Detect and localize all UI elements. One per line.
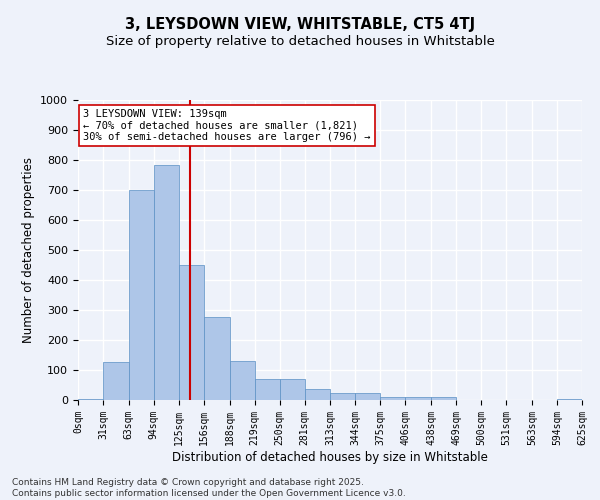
Text: 3, LEYSDOWN VIEW, WHITSTABLE, CT5 4TJ: 3, LEYSDOWN VIEW, WHITSTABLE, CT5 4TJ: [125, 18, 475, 32]
Text: Contains HM Land Registry data © Crown copyright and database right 2025.
Contai: Contains HM Land Registry data © Crown c…: [12, 478, 406, 498]
Bar: [305, 388, 331, 400]
Bar: [204, 316, 230, 400]
Bar: [380, 397, 406, 400]
Bar: [557, 398, 582, 400]
Bar: [78, 398, 103, 400]
Bar: [154, 164, 179, 400]
Bar: [280, 379, 305, 400]
Bar: [331, 394, 355, 400]
X-axis label: Distribution of detached houses by size in Whitstable: Distribution of detached houses by size …: [172, 450, 488, 464]
Bar: [431, 397, 456, 400]
Bar: [254, 379, 280, 400]
Bar: [406, 397, 431, 400]
Bar: [129, 190, 154, 400]
Bar: [355, 394, 380, 400]
Text: Size of property relative to detached houses in Whitstable: Size of property relative to detached ho…: [106, 35, 494, 48]
Bar: [103, 362, 129, 400]
Text: 3 LEYSDOWN VIEW: 139sqm
← 70% of detached houses are smaller (1,821)
30% of semi: 3 LEYSDOWN VIEW: 139sqm ← 70% of detache…: [83, 109, 371, 142]
Bar: [179, 265, 204, 400]
Y-axis label: Number of detached properties: Number of detached properties: [22, 157, 35, 343]
Bar: [230, 361, 254, 400]
